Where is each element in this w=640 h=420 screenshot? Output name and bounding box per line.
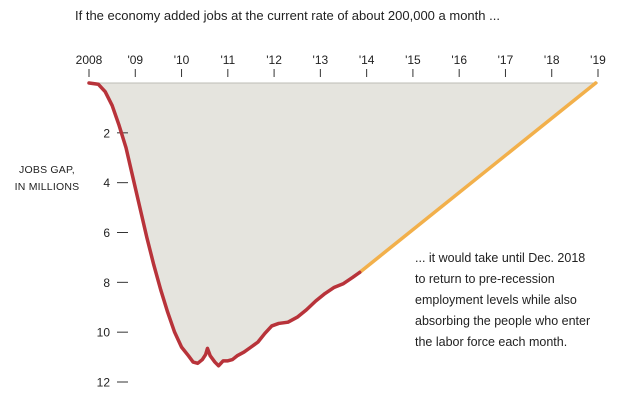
chart-subtitle: If the economy added jobs at the current…: [75, 8, 500, 23]
x-tick-label: '16: [451, 53, 467, 67]
x-axis: 2008 '09 '10 '11 '12 '13 '14 '15 '16 '17 '18 '19: [76, 53, 606, 77]
x-tick-label: '09: [127, 53, 143, 67]
annotation-line-5: the labor force each month.: [415, 335, 567, 349]
x-tick-label: '19: [590, 53, 606, 67]
x-tick-label: '17: [498, 53, 514, 67]
y-tick-label: 6: [103, 226, 110, 240]
x-tick-label: '14: [359, 53, 375, 67]
y-tick-label: 10: [97, 326, 111, 340]
actual-line: [87, 81, 362, 368]
x-tick-label: '18: [544, 53, 560, 67]
x-tick-label: '13: [313, 53, 329, 67]
y-axis-label-line-2: IN MILLIONS: [15, 181, 80, 193]
annotation-line-4: absorbing the people who enter: [415, 314, 590, 328]
jobs-gap-area: [89, 83, 596, 366]
projection-line: [357, 81, 598, 275]
x-tick-label: '11: [220, 53, 235, 67]
y-tick-label: 8: [103, 276, 110, 290]
y-axis-label: JOBS GAP, IN MILLIONS: [15, 164, 80, 193]
y-tick-label: 4: [103, 176, 110, 190]
x-tick-label: 2008: [76, 53, 103, 67]
annotation-line-1: ... it would take until Dec. 2018: [415, 251, 585, 265]
x-tick-label: '15: [405, 53, 421, 67]
y-tick-label: 12: [97, 376, 111, 390]
y-axis-label-line-1: JOBS GAP,: [19, 164, 75, 176]
annotation-line-3: employment levels while also: [415, 293, 577, 307]
x-tick-label: '12: [266, 53, 282, 67]
y-tick-label: 2: [103, 126, 110, 140]
y-axis: 2 4 6 8 10 12: [97, 126, 128, 390]
annotation: ... it would take until Dec. 2018 to ret…: [415, 251, 590, 349]
annotation-line-2: to return to pre-recession: [415, 272, 555, 286]
x-tick-label: '10: [174, 53, 190, 67]
